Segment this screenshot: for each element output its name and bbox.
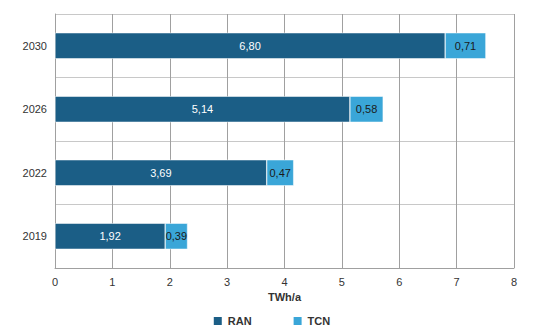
svg-text:4: 4 xyxy=(281,276,287,288)
svg-text:6,80: 6,80 xyxy=(239,40,260,52)
svg-text:2019: 2019 xyxy=(23,230,47,242)
svg-text:7: 7 xyxy=(454,276,460,288)
svg-text:0,47: 0,47 xyxy=(269,167,290,179)
svg-text:1: 1 xyxy=(109,276,115,288)
svg-text:2026: 2026 xyxy=(23,103,47,115)
svg-text:1,92: 1,92 xyxy=(99,230,120,242)
svg-text:TCN: TCN xyxy=(308,315,331,327)
svg-text:0,71: 0,71 xyxy=(455,40,476,52)
svg-text:TWh/a: TWh/a xyxy=(268,291,302,303)
svg-text:3: 3 xyxy=(224,276,230,288)
svg-text:5,14: 5,14 xyxy=(192,103,213,115)
svg-text:2030: 2030 xyxy=(23,40,47,52)
svg-text:8: 8 xyxy=(511,276,517,288)
svg-text:0: 0 xyxy=(52,276,58,288)
svg-text:0,39: 0,39 xyxy=(166,230,187,242)
svg-text:0,58: 0,58 xyxy=(356,103,377,115)
svg-text:RAN: RAN xyxy=(228,315,252,327)
svg-text:2: 2 xyxy=(167,276,173,288)
svg-text:5: 5 xyxy=(339,276,345,288)
svg-text:2022: 2022 xyxy=(23,167,47,179)
svg-text:6: 6 xyxy=(396,276,402,288)
svg-text:3,69: 3,69 xyxy=(150,167,171,179)
